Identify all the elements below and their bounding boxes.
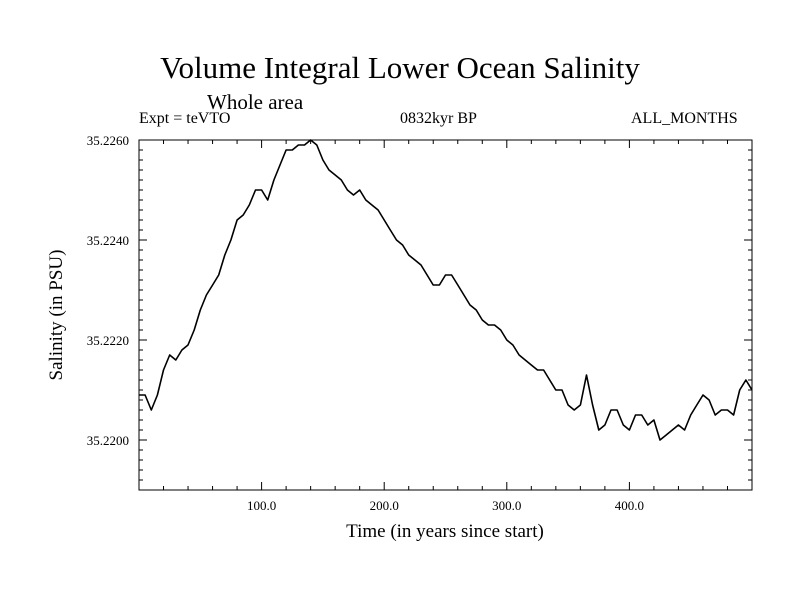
- x-tick-label: 200.0: [370, 498, 399, 513]
- months-label: ALL_MONTHS: [631, 110, 738, 127]
- chart-subtitle: Whole area: [207, 90, 304, 114]
- y-axis-label: Salinity (in PSU): [46, 250, 67, 381]
- y-tick-label: 35.2220: [87, 333, 129, 348]
- x-tick-label: 400.0: [615, 498, 644, 513]
- plot-frame: [138, 139, 753, 491]
- y-tick-label: 35.2200: [87, 433, 129, 448]
- x-tick-label: 100.0: [247, 498, 276, 513]
- experiment-label: Expt = teVTO: [139, 110, 231, 127]
- axis-ticks: 100.0 200.0 300.0 400.0 35.2200 35.2220 35.224…: [87, 133, 752, 513]
- period-label: 0832kyr BP: [400, 110, 477, 127]
- x-axis-label: Time (in years since start): [346, 521, 544, 542]
- data-series: [139, 139, 753, 441]
- x-tick-label: 300.0: [492, 498, 521, 513]
- y-tick-label: 35.2240: [87, 233, 129, 248]
- chart-title: Volume Integral Lower Ocean Salinity: [160, 50, 640, 85]
- series-line: [139, 139, 753, 441]
- y-tick-label: 35.2260: [87, 133, 129, 148]
